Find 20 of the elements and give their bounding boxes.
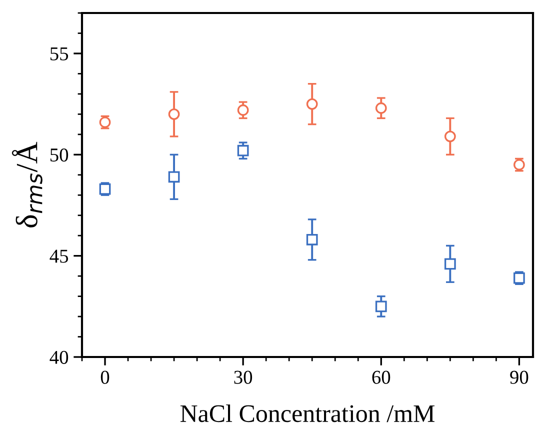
point: [444, 258, 456, 270]
point: [168, 171, 180, 183]
point: [375, 300, 387, 312]
x-tick-label: 90: [510, 370, 528, 384]
y-axis-title: δ$_{rms}$/Å: [12, 142, 42, 228]
y-tick-label: 55: [50, 47, 68, 60]
point: [237, 144, 249, 156]
x-tick-label: 30: [234, 370, 252, 384]
point: [444, 130, 456, 142]
x-tick-label: 60: [372, 370, 390, 384]
y-tick-label: 45: [50, 250, 68, 263]
point: [237, 104, 249, 116]
point: [306, 234, 318, 246]
point: [168, 108, 180, 120]
point: [306, 98, 318, 110]
y-tick-label: 50: [50, 148, 68, 162]
x-tick-label: 0: [100, 370, 110, 384]
x-axis-title: NaCl Concentration /mM: [180, 404, 435, 422]
y-tick-label: 40: [50, 350, 68, 364]
point: [375, 102, 387, 114]
